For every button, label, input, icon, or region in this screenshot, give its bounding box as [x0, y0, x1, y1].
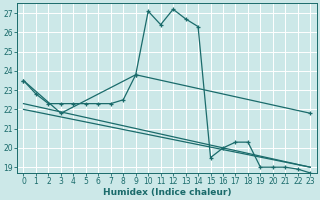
- X-axis label: Humidex (Indice chaleur): Humidex (Indice chaleur): [103, 188, 231, 197]
